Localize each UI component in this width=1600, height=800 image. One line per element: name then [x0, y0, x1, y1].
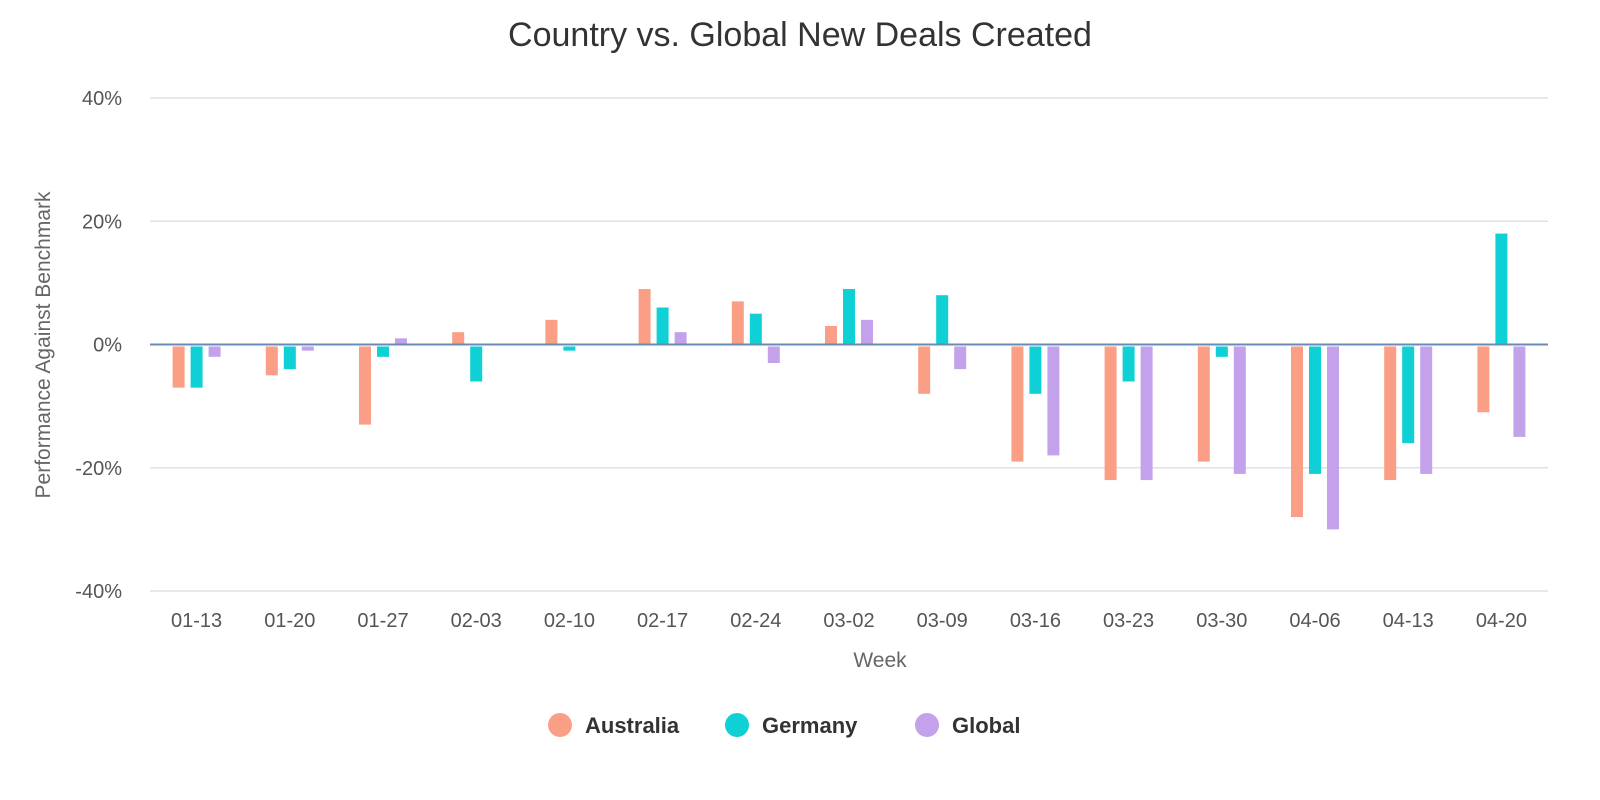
bar-australia-04-13[interactable] [1384, 346, 1397, 481]
y-axis-ticks: 40% 20% 0% -20% -40% [75, 88, 122, 603]
legend-swatch [725, 713, 749, 737]
legend-item-global[interactable]: Global [915, 713, 1020, 738]
bar-australia-03-09[interactable] [918, 346, 931, 394]
x-tick-label: 03-30 [1196, 610, 1247, 632]
bar-global-04-20[interactable] [1513, 346, 1526, 437]
bar-australia-01-13[interactable] [172, 346, 185, 388]
y-tick-label: -20% [75, 458, 122, 480]
x-tick-label: 01-13 [171, 610, 222, 632]
y-tick-label: 0% [93, 335, 122, 357]
x-tick-label: 01-20 [264, 610, 315, 632]
bars-layer [172, 233, 1526, 530]
legend-item-germany[interactable]: Germany [725, 713, 858, 738]
bar-germany-01-20[interactable] [283, 346, 296, 370]
x-tick-label: 02-03 [451, 610, 502, 632]
legend: Australia Germany Global [548, 713, 1020, 738]
chart-title: Country vs. Global New Deals Created [508, 16, 1092, 54]
bar-global-02-24[interactable] [767, 346, 780, 363]
bar-germany-03-02[interactable] [843, 289, 855, 345]
bar-australia-03-16[interactable] [1011, 346, 1024, 462]
legend-label: Australia [585, 713, 680, 738]
bar-global-03-09[interactable] [954, 346, 967, 370]
grid-layer [150, 97, 1548, 592]
legend-label: Global [952, 713, 1020, 738]
bar-global-03-02[interactable] [861, 319, 873, 345]
bar-germany-04-20[interactable] [1495, 233, 1508, 345]
bar-global-04-06[interactable] [1327, 346, 1339, 530]
bar-global-04-13[interactable] [1420, 346, 1433, 474]
x-tick-label: 03-09 [917, 610, 968, 632]
x-tick-label: 03-02 [823, 610, 874, 632]
bar-global-01-27[interactable] [395, 338, 407, 345]
bar-germany-02-03[interactable] [470, 346, 483, 382]
bar-global-03-30[interactable] [1233, 346, 1246, 474]
x-tick-label: 03-23 [1103, 610, 1154, 632]
bar-global-01-20[interactable] [301, 346, 314, 351]
bar-germany-02-10[interactable] [563, 346, 576, 351]
bar-global-03-23[interactable] [1140, 346, 1153, 481]
bar-australia-03-02[interactable] [825, 326, 837, 345]
y-tick-label: -40% [75, 581, 122, 603]
bar-germany-02-24[interactable] [749, 313, 762, 345]
bar-germany-03-30[interactable] [1215, 346, 1228, 357]
x-axis-label: Week [853, 649, 907, 672]
bar-australia-02-03[interactable] [452, 332, 465, 345]
y-axis-label: Performance Against Benchmark [32, 191, 55, 498]
bar-germany-03-23[interactable] [1122, 346, 1135, 382]
bar-global-02-17[interactable] [674, 332, 687, 345]
bar-australia-04-20[interactable] [1477, 346, 1490, 413]
bar-australia-02-10[interactable] [545, 319, 558, 345]
bar-germany-02-17[interactable] [656, 307, 669, 345]
bar-australia-02-24[interactable] [731, 301, 744, 345]
bar-australia-02-17[interactable] [638, 289, 651, 345]
y-tick-label: 40% [82, 88, 122, 110]
x-axis-ticks: 01-13 01-20 01-27 02-03 02-10 02-17 02-24 03-02… [171, 610, 1527, 632]
legend-item-australia[interactable]: Australia [548, 713, 680, 738]
x-tick-label: 03-16 [1010, 610, 1061, 632]
bar-germany-01-13[interactable] [190, 346, 203, 388]
bar-germany-03-09[interactable] [936, 295, 949, 345]
legend-label: Germany [762, 713, 858, 738]
bar-australia-03-30[interactable] [1197, 346, 1210, 462]
x-tick-label: 02-17 [637, 610, 688, 632]
bar-australia-01-27[interactable] [359, 346, 371, 425]
bar-australia-04-06[interactable] [1291, 346, 1303, 518]
bar-global-03-16[interactable] [1047, 346, 1060, 456]
bar-germany-04-13[interactable] [1402, 346, 1415, 444]
bar-germany-01-27[interactable] [377, 346, 389, 357]
bar-australia-03-23[interactable] [1104, 346, 1117, 481]
x-tick-label: 02-10 [544, 610, 595, 632]
bar-germany-03-16[interactable] [1029, 346, 1042, 394]
x-tick-label: 02-24 [730, 610, 781, 632]
bar-australia-01-20[interactable] [265, 346, 278, 376]
legend-swatch [915, 713, 939, 737]
bar-germany-04-06[interactable] [1309, 346, 1321, 474]
x-tick-label: 01-27 [357, 610, 408, 632]
y-tick-label: 20% [82, 211, 122, 233]
x-tick-label: 04-06 [1289, 610, 1340, 632]
legend-swatch [548, 713, 572, 737]
x-tick-label: 04-13 [1383, 610, 1434, 632]
bar-global-01-13[interactable] [208, 346, 221, 357]
x-tick-label: 04-20 [1476, 610, 1527, 632]
